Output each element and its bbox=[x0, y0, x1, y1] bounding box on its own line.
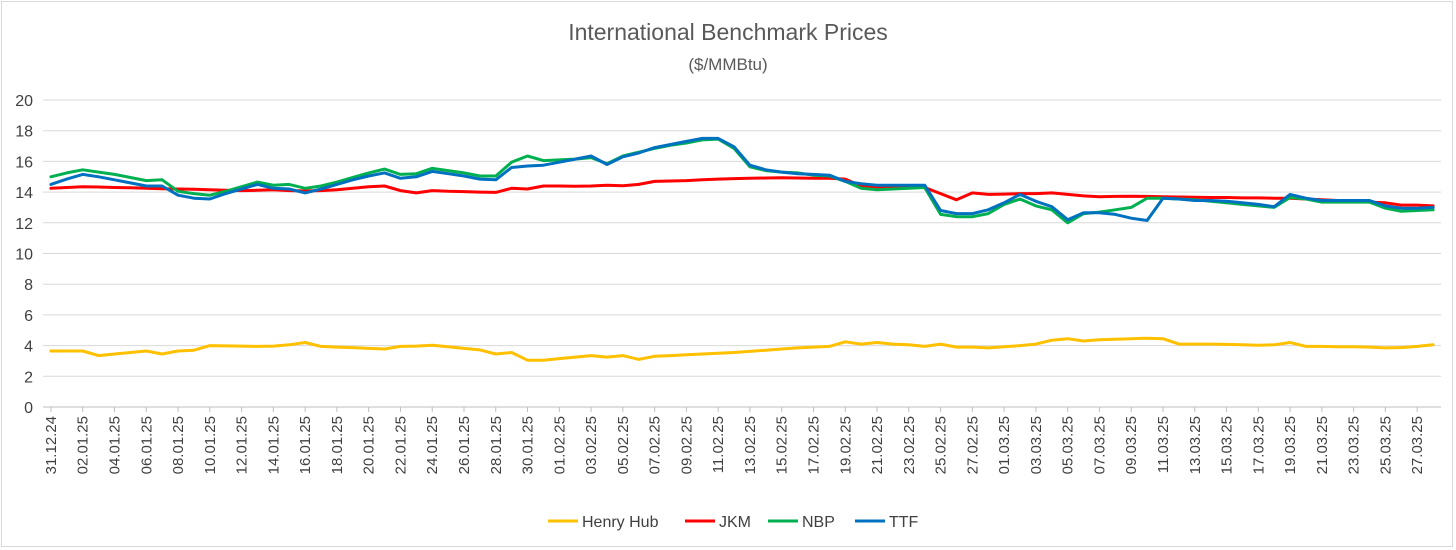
x-tick-label: 05.03.25 bbox=[1060, 416, 1077, 474]
series-line-nbp bbox=[49, 137, 1435, 225]
x-tick-label: 02.01.25 bbox=[75, 416, 92, 474]
x-tick-label: 14.01.25 bbox=[265, 416, 282, 474]
y-tick-label: 4 bbox=[24, 339, 33, 356]
x-axis: 31.12.24 02.01.25 04.01.25 06.01.25 08.01.25… bbox=[43, 407, 1426, 474]
y-tick-label: 0 bbox=[24, 400, 33, 417]
chart-subtitle: ($/MMBtu) bbox=[688, 55, 767, 74]
x-tick-label: 05.02.25 bbox=[615, 416, 632, 474]
x-tick-label: 19.02.25 bbox=[837, 416, 854, 474]
x-tick-label: 25.03.25 bbox=[1377, 416, 1394, 474]
x-tick-label: 10.01.25 bbox=[202, 416, 219, 474]
x-tick-label: 07.03.25 bbox=[1091, 416, 1108, 474]
x-tick-label: 09.02.25 bbox=[678, 416, 695, 474]
x-tick-label: 01.03.25 bbox=[996, 416, 1013, 474]
x-tick-label: 11.03.25 bbox=[1155, 416, 1172, 473]
x-tick-label: 23.03.25 bbox=[1346, 416, 1363, 474]
y-tick-label: 20 bbox=[15, 93, 33, 110]
x-tick-label: 13.02.25 bbox=[742, 416, 759, 474]
legend-label: TTF bbox=[889, 514, 919, 531]
x-tick-label: 09.03.25 bbox=[1123, 416, 1140, 474]
legend: Henry Hub JKM NBP TTF bbox=[548, 514, 919, 531]
x-tick-label: 27.03.25 bbox=[1409, 416, 1426, 474]
legend-item-henry-hub: Henry Hub bbox=[548, 514, 659, 531]
x-tick-label: 31.12.24 bbox=[43, 416, 60, 474]
x-tick-label: 28.01.25 bbox=[488, 416, 505, 474]
series-line-henry-hub bbox=[49, 336, 1435, 362]
x-tick-label: 27.02.25 bbox=[964, 416, 981, 474]
x-tick-label: 15.02.25 bbox=[774, 416, 791, 474]
x-tick-label: 25.02.25 bbox=[933, 416, 950, 474]
x-tick-label: 07.02.25 bbox=[647, 416, 664, 474]
gridlines bbox=[43, 99, 1441, 408]
x-tick-label: 20.01.25 bbox=[361, 416, 378, 474]
x-tick-label: 15.03.25 bbox=[1219, 416, 1236, 474]
series-line-ttf bbox=[49, 136, 1435, 222]
x-tick-label: 24.01.25 bbox=[424, 416, 441, 474]
y-tick-label: 10 bbox=[15, 247, 33, 264]
y-tick-label: 16 bbox=[15, 154, 33, 171]
x-tick-label: 26.01.25 bbox=[456, 416, 473, 474]
y-tick-label: 8 bbox=[24, 277, 33, 294]
y-tick-label: 14 bbox=[15, 185, 33, 202]
x-tick-label: 22.01.25 bbox=[392, 416, 409, 474]
y-tick-label: 12 bbox=[15, 216, 33, 233]
legend-label: Henry Hub bbox=[582, 514, 659, 531]
x-tick-label: 17.02.25 bbox=[805, 416, 822, 474]
legend-label: NBP bbox=[802, 514, 835, 531]
x-tick-label: 04.01.25 bbox=[106, 416, 123, 474]
chart-title: International Benchmark Prices bbox=[568, 19, 888, 45]
x-tick-label: 30.01.25 bbox=[520, 416, 537, 474]
y-tick-label: 18 bbox=[15, 124, 33, 141]
x-tick-label: 01.02.25 bbox=[551, 416, 568, 474]
series-line-jkm bbox=[49, 176, 1435, 208]
x-tick-label: 03.02.25 bbox=[583, 416, 600, 474]
legend-item-nbp: NBP bbox=[768, 514, 835, 531]
x-tick-label: 13.03.25 bbox=[1187, 416, 1204, 474]
x-tick-label: 11.02.25 bbox=[710, 416, 727, 473]
legend-item-jkm: JKM bbox=[685, 514, 751, 531]
x-tick-label: 03.03.25 bbox=[1028, 416, 1045, 474]
x-tick-label: 12.01.25 bbox=[234, 416, 251, 474]
x-tick-label: 23.02.25 bbox=[901, 416, 918, 474]
x-tick-label: 06.01.25 bbox=[138, 416, 155, 474]
x-tick-label: 18.01.25 bbox=[329, 416, 346, 474]
y-axis: 0 2 4 6 8 10 12 14 16 18 20 bbox=[15, 93, 33, 417]
legend-label: JKM bbox=[719, 514, 751, 531]
x-tick-label: 21.03.25 bbox=[1314, 416, 1331, 474]
y-tick-label: 6 bbox=[24, 308, 33, 325]
series-lines bbox=[49, 136, 1435, 362]
x-tick-label: 08.01.25 bbox=[170, 416, 187, 474]
y-tick-label: 2 bbox=[24, 369, 33, 386]
x-tick-label: 17.03.25 bbox=[1250, 416, 1267, 474]
x-tick-label: 19.03.25 bbox=[1282, 416, 1299, 474]
legend-item-ttf: TTF bbox=[855, 514, 919, 531]
x-tick-label: 16.01.25 bbox=[297, 416, 314, 474]
x-tick-label: 21.02.25 bbox=[869, 416, 886, 474]
